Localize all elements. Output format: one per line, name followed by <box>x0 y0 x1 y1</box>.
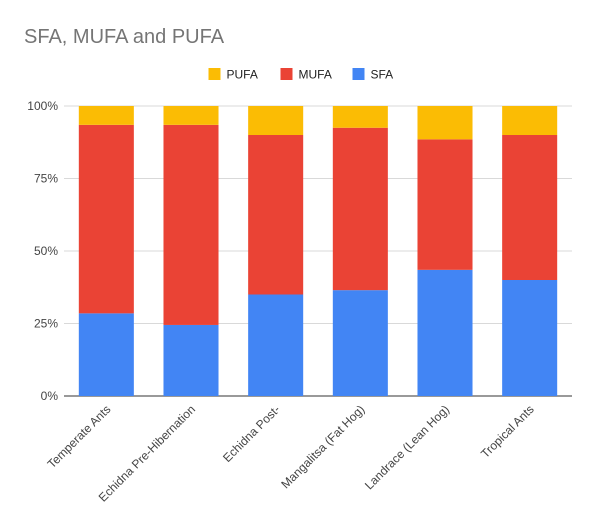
bar-mufa <box>502 135 558 280</box>
bar-mufa <box>78 124 134 314</box>
chart-title: SFA, MUFA and PUFA <box>24 26 225 48</box>
legend-swatch-pufa <box>208 68 221 80</box>
y-tick-label: 25% <box>34 317 58 331</box>
y-tick-label: 0% <box>41 389 59 403</box>
bar-sfa <box>78 313 134 396</box>
bar-mufa <box>417 139 473 270</box>
bar-pufa <box>248 106 304 135</box>
bar-sfa <box>248 294 304 396</box>
x-tick-label: Echidna Post- <box>220 402 283 465</box>
x-tick-label: Temperate Ants <box>45 402 114 471</box>
bar-mufa <box>248 135 304 295</box>
bars <box>78 106 558 396</box>
bar-sfa <box>332 290 388 396</box>
gridlines <box>64 105 572 397</box>
legend-swatch-mufa <box>280 68 293 80</box>
bar-mufa <box>332 127 388 291</box>
legend-label-pufa: PUFA <box>227 68 258 82</box>
bar-pufa <box>332 106 388 128</box>
x-tick-label: Tropical Ants <box>478 402 537 461</box>
y-tick-label: 100% <box>27 99 58 113</box>
y-tick-label: 75% <box>34 172 58 186</box>
legend-swatch-sfa <box>352 68 365 80</box>
bar-pufa <box>163 106 219 125</box>
bar-sfa <box>417 269 473 396</box>
y-tick-label: 50% <box>34 244 58 258</box>
bar-mufa <box>163 124 219 325</box>
legend-label-mufa: MUFA <box>299 68 332 82</box>
x-tick-label: Mangalitsa (Fat Hog) <box>278 402 367 491</box>
bar-sfa <box>502 280 558 396</box>
bar-pufa <box>502 106 558 135</box>
x-tick-label: Echidna Pre-Hibernation <box>96 402 198 504</box>
x-tick-label: Landrace (Lean Hog) <box>362 402 452 492</box>
bar-pufa <box>78 106 134 125</box>
bar-pufa <box>417 106 473 140</box>
bar-sfa <box>163 324 219 396</box>
legend: PUFA MUFA SFA <box>208 68 394 82</box>
legend-label-sfa: SFA <box>371 68 394 82</box>
